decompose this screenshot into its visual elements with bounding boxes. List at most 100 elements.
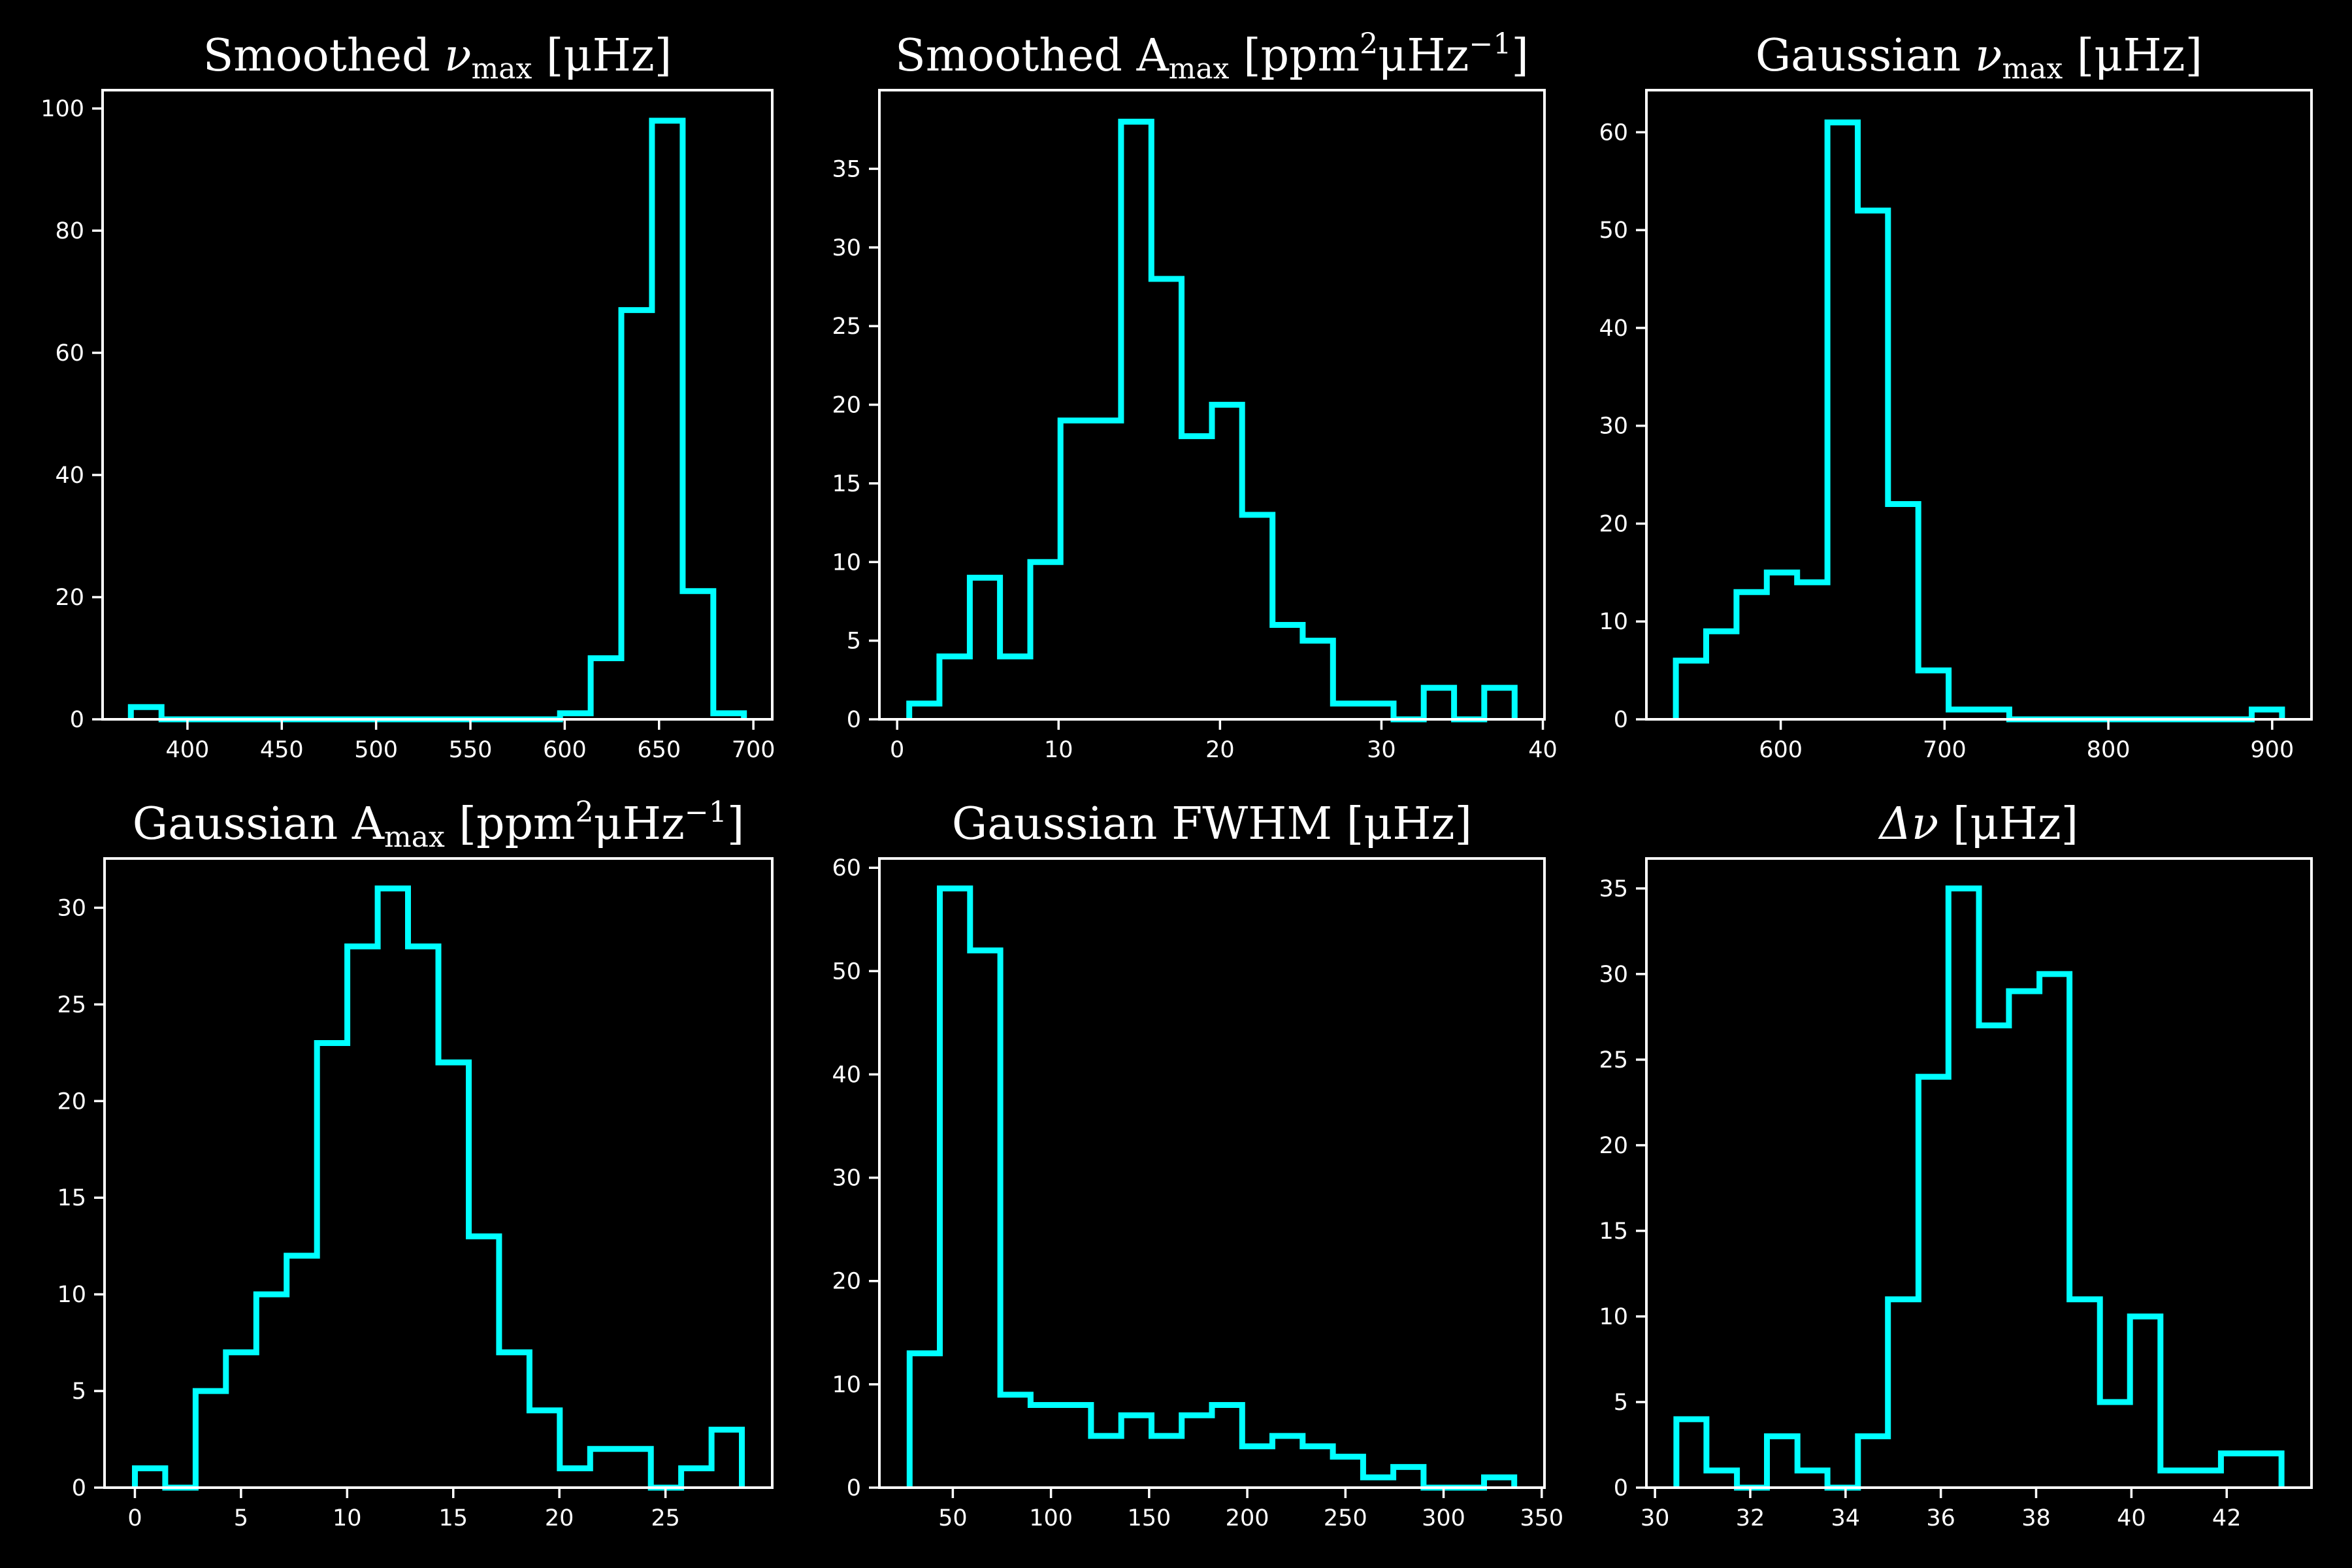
- title-superscript: −1: [1469, 27, 1511, 61]
- panel-title: Gaussian νmax [μHz]: [1756, 30, 2202, 86]
- x-tick-label: 150: [1127, 1505, 1171, 1531]
- x-tick-label: 5: [234, 1505, 248, 1531]
- y-tick-label: 40: [832, 1062, 861, 1088]
- x-tick-label: 250: [1324, 1505, 1367, 1531]
- histogram-panel-1: 400 450 500 550 600 650 700 0 20 40 60 80 100 Smoothe…: [41, 30, 775, 763]
- axes-frame: [878, 857, 1546, 1489]
- title-text: Gaussian: [1756, 30, 1975, 82]
- axes-frame: [101, 89, 774, 721]
- y-tick-label: 50: [1599, 218, 1628, 244]
- y-tick-label: 0: [70, 707, 84, 733]
- y-tick-label: 20: [1599, 1133, 1628, 1159]
- y-tick-label: 30: [1599, 962, 1628, 988]
- title-symbol: ν: [1975, 30, 2002, 82]
- x-tick-label: 500: [354, 737, 398, 763]
- y-tick-label: 60: [832, 855, 861, 881]
- title-unit: [μHz]: [532, 30, 672, 82]
- y-tick-label: 15: [1599, 1218, 1628, 1245]
- y-tick-label: 30: [1599, 414, 1628, 440]
- y-tick-label: 5: [847, 629, 861, 655]
- y-tick-label: 40: [55, 463, 84, 489]
- x-tick-label: 30: [1641, 1505, 1670, 1531]
- x-tick-label: 20: [1205, 737, 1235, 763]
- y-tick-label: 30: [832, 235, 861, 261]
- histogram-series: [906, 885, 1518, 1491]
- y-tick-label: 5: [1614, 1390, 1628, 1416]
- title-unit: [ppm: [445, 798, 576, 850]
- title-subscript: max: [472, 52, 532, 86]
- title-symbol: Δν: [1878, 798, 1938, 850]
- y-tick-label: 30: [57, 895, 86, 921]
- title-superscript: −1: [685, 796, 727, 829]
- y-tick-label: 0: [1614, 707, 1628, 733]
- x-tick-label: 550: [449, 737, 493, 763]
- histogram-panel-2: 0 10 20 30 40 0 5 10 15 20 25 30 35 Smoothed Amax [pp…: [832, 27, 1557, 763]
- y-tick-label: 50: [832, 958, 861, 985]
- y-tick-label: 30: [832, 1166, 861, 1192]
- y-tick-label: 10: [832, 1372, 861, 1398]
- y-tick-label: 60: [1599, 120, 1628, 146]
- y-tick-label: 20: [55, 585, 84, 611]
- x-tick-label: 300: [1422, 1505, 1465, 1531]
- panel-title: Smoothed Amax [ppm2μHz−1]: [895, 27, 1529, 86]
- x-tick-label: 15: [438, 1505, 468, 1531]
- x-tick-label: 350: [1520, 1505, 1563, 1531]
- title-symbol: A: [351, 798, 385, 850]
- x-tick-label: 0: [890, 737, 904, 763]
- title-superscript: 2: [1360, 27, 1378, 61]
- y-tick-label: 35: [1599, 876, 1628, 902]
- x-tick-label: 10: [1044, 737, 1073, 763]
- y-tick-label: 20: [832, 1269, 861, 1295]
- x-tick-label: 38: [2021, 1505, 2051, 1531]
- x-tick-label: 200: [1226, 1505, 1269, 1531]
- y-tick-label: 10: [57, 1282, 86, 1308]
- x-tick-label: 800: [2087, 737, 2131, 763]
- y-tick-label: 25: [57, 992, 86, 1018]
- histogram-panel-4: 0 5 10 15 20 25 0 5 10 15 20 25 30 Gaussian Amax [ppm…: [57, 796, 774, 1531]
- x-tick-label: 700: [1923, 737, 1967, 763]
- panel-title: Gaussian FWHM [μHz]: [952, 798, 1472, 850]
- y-tick-label: 100: [41, 96, 84, 122]
- x-tick-label: 900: [2250, 737, 2294, 763]
- x-tick-label: 25: [651, 1505, 680, 1531]
- y-tick-label: 5: [72, 1379, 86, 1405]
- title-closing: ]: [727, 798, 745, 850]
- y-tick-label: 0: [1614, 1475, 1628, 1501]
- histogram-panel-3: 600 700 800 900 0 10 20 30 40 50 60 Gaussian νmax […: [1599, 30, 2313, 763]
- title-text: Gaussian FWHM [μHz]: [952, 798, 1472, 850]
- y-tick-label: 0: [847, 1475, 861, 1501]
- y-tick-label: 15: [832, 471, 861, 497]
- x-tick-label: 650: [637, 737, 681, 763]
- y-tick-label: 40: [1599, 316, 1628, 342]
- axes-frame: [103, 857, 774, 1489]
- title-text: Smoothed: [895, 30, 1136, 82]
- x-tick-label: 0: [127, 1505, 142, 1531]
- title-unit-part: μHz: [594, 798, 685, 850]
- x-tick-label: 400: [166, 737, 210, 763]
- title-symbol: A: [1136, 30, 1169, 82]
- x-tick-label: 450: [260, 737, 304, 763]
- x-tick-label: 100: [1029, 1505, 1073, 1531]
- panel-title: Smoothed νmax [μHz]: [203, 30, 672, 86]
- y-tick-label: 80: [55, 218, 84, 244]
- y-tick-label: 60: [55, 340, 84, 367]
- y-tick-label: 10: [832, 549, 861, 576]
- title-text: Smoothed: [203, 30, 444, 82]
- title-subscript: max: [2002, 52, 2063, 86]
- x-tick-label: 10: [333, 1505, 362, 1531]
- histogram-series: [906, 118, 1518, 723]
- y-tick-label: 0: [847, 707, 861, 733]
- title-unit: [μHz]: [2063, 30, 2202, 82]
- y-tick-label: 20: [832, 393, 861, 419]
- y-tick-label: 0: [72, 1475, 86, 1501]
- x-tick-label: 40: [2117, 1505, 2146, 1531]
- x-tick-label: 30: [1367, 737, 1396, 763]
- title-unit: [μHz]: [1938, 798, 2078, 850]
- axes-frame: [1645, 857, 2313, 1489]
- y-tick-label: 20: [57, 1088, 86, 1115]
- histogram-series: [1673, 885, 2285, 1491]
- x-tick-label: 700: [732, 737, 776, 763]
- title-closing: ]: [1511, 30, 1529, 82]
